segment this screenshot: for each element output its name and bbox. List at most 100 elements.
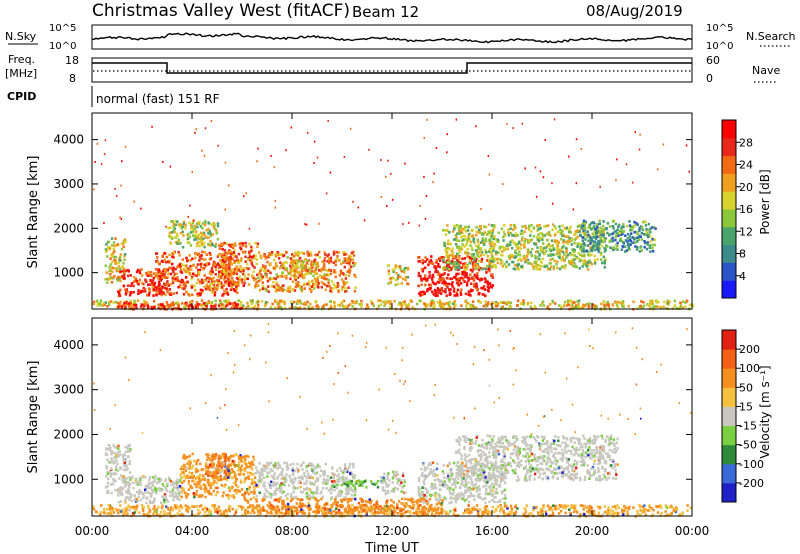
range-cell xyxy=(178,485,182,488)
range-cell xyxy=(207,300,210,303)
range-cell xyxy=(274,199,276,202)
range-cell xyxy=(360,480,364,483)
range-cell xyxy=(645,230,648,233)
range-cell xyxy=(418,260,422,263)
range-cell xyxy=(563,227,567,230)
range-cell xyxy=(473,241,476,244)
range-cell xyxy=(450,277,454,280)
range-cell xyxy=(489,262,493,265)
range-cell xyxy=(184,284,187,288)
range-cell xyxy=(306,259,309,263)
range-cell xyxy=(266,279,270,283)
range-cell xyxy=(457,282,460,286)
range-cell xyxy=(460,235,463,239)
range-cell xyxy=(206,455,209,458)
nsky-panel-frame xyxy=(91,24,693,50)
range-cell xyxy=(447,261,450,264)
range-cell xyxy=(280,300,283,303)
range-cell xyxy=(168,490,171,493)
range-cell xyxy=(575,229,579,233)
range-cell xyxy=(473,256,476,260)
range-cell xyxy=(205,228,208,232)
range-cell xyxy=(229,288,233,291)
range-cell xyxy=(131,481,135,485)
range-cell xyxy=(283,480,286,483)
range-cell xyxy=(589,246,592,250)
range-cell xyxy=(172,229,175,232)
range-cell xyxy=(308,284,312,287)
range-cell xyxy=(602,239,605,242)
range-cell xyxy=(424,283,427,287)
range-cell xyxy=(291,496,294,499)
range-cell xyxy=(314,281,317,284)
range-cell xyxy=(314,491,317,494)
range-cell xyxy=(491,254,494,258)
range-cell xyxy=(106,246,110,250)
range-cell xyxy=(614,300,617,304)
range-cell xyxy=(120,493,123,497)
range-cell xyxy=(471,300,475,303)
range-cell xyxy=(198,270,201,274)
range-cell xyxy=(634,241,638,244)
range-cell xyxy=(124,490,128,494)
range-cell xyxy=(222,306,225,310)
range-cell xyxy=(261,275,265,279)
range-cell xyxy=(260,478,263,482)
range-cell xyxy=(217,476,221,480)
range-cell xyxy=(92,302,96,306)
range-cell xyxy=(172,251,176,254)
range-cell xyxy=(207,222,211,225)
range-cell xyxy=(187,237,190,241)
range-cell xyxy=(470,246,474,250)
range-cell xyxy=(352,250,355,254)
range-cell xyxy=(163,500,166,504)
range-cell xyxy=(449,288,452,291)
range-cell xyxy=(639,235,642,239)
range-cell xyxy=(636,232,639,236)
range-cell xyxy=(232,246,235,250)
range-cell xyxy=(228,279,231,282)
range-cell xyxy=(499,301,502,304)
range-cell xyxy=(194,252,197,256)
range-cell xyxy=(357,206,359,209)
range-cell xyxy=(535,195,538,198)
range-cell xyxy=(157,274,160,278)
range-cell xyxy=(417,284,420,288)
range-cell xyxy=(225,275,229,278)
range-cell xyxy=(112,301,115,304)
range-cell xyxy=(127,270,130,273)
range-cell xyxy=(315,489,319,492)
range-cell xyxy=(119,300,122,304)
range-cell xyxy=(294,251,297,254)
range-cell xyxy=(339,269,343,273)
range-cell xyxy=(621,232,624,236)
range-cell xyxy=(208,301,211,305)
range-cell xyxy=(202,242,206,245)
range-cell xyxy=(480,250,484,254)
range-cell xyxy=(306,250,309,254)
range-cell xyxy=(400,305,404,308)
range-cell xyxy=(444,288,447,291)
range-cell xyxy=(190,284,193,287)
range-cell xyxy=(347,480,351,484)
range-cell xyxy=(494,302,497,305)
range-cell xyxy=(536,263,539,267)
range-cell xyxy=(212,281,215,285)
range-cell xyxy=(117,500,121,504)
range-cell xyxy=(249,471,252,475)
range-cell xyxy=(193,479,196,483)
range-cell xyxy=(323,479,326,483)
nsky-series xyxy=(91,32,693,44)
range-cell xyxy=(172,486,175,489)
range-cell xyxy=(448,231,451,234)
range-cell xyxy=(554,302,557,305)
range-cell xyxy=(264,303,267,306)
range-cell xyxy=(346,470,349,473)
range-cell xyxy=(475,264,479,267)
range-cell xyxy=(460,282,463,285)
range-cell xyxy=(209,282,212,286)
range-cell xyxy=(534,306,537,310)
range-cell xyxy=(141,496,145,500)
range-cell xyxy=(151,286,154,289)
range-cell xyxy=(155,491,158,495)
